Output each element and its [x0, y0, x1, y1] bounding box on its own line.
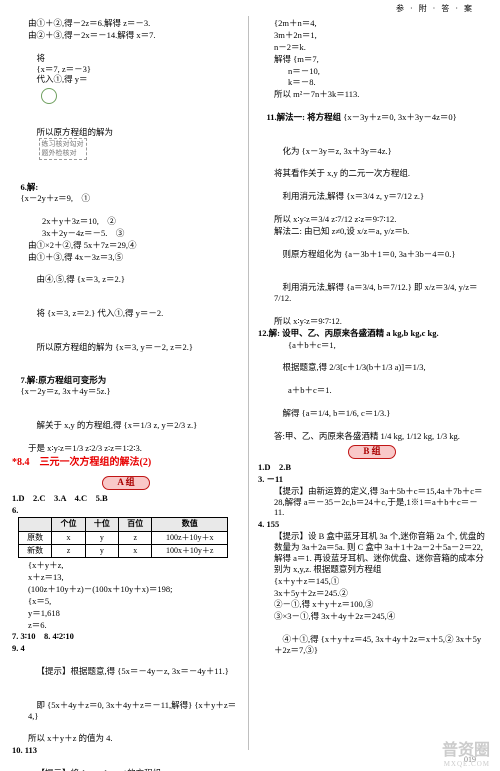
th: 数值 — [152, 518, 228, 531]
text: 3x＋5y＋2z＝245.② — [258, 588, 486, 599]
answers-b-1-2: 1.D 2.B — [258, 462, 486, 473]
answers-1-5: 1.D 2.C 3.A 4.C 5.B — [12, 493, 240, 504]
text: {x＝5, — [12, 596, 240, 607]
text: 将 {x＝3, z＝2.} 代入①,得 y＝－2. — [12, 297, 240, 330]
text: 将其看作关于 x,y 的二元一次方程组. — [258, 168, 486, 179]
items-7-8: 7. 3∶10 8. 4∶2∶10 — [12, 631, 240, 642]
item-10: 10. 113 — [12, 745, 240, 756]
table-row: 原数xyz100z＋10y＋x — [19, 531, 228, 544]
item-11: 11.解法一: 将方程组 {x－3y＋z＝0, 3x＋3y－4z＝0} — [258, 101, 486, 134]
text: 将 {x＝7, z＝－3} 代入①,得 y＝ — [12, 42, 240, 115]
hint: 【提示】设 B 盒中蓝牙耳机 3a 个,迷你音箱 2a 个, 优盘的数量为 3a… — [258, 531, 486, 575]
text: {2m＋n＝4, — [258, 18, 486, 29]
right-column: {2m＋n＝4, 3m＋2n＝1, n－2＝k. 解得 {m＝7, n＝－10,… — [258, 18, 486, 668]
text: 利用消元法,解得 {x＝3/4 z, y＝7/12 z.} — [258, 180, 486, 213]
text: {a＋b＋c＝1, — [258, 340, 486, 351]
text: 答:甲、乙、丙原来各盛酒精 1/4 kg, 1/12 kg, 1/3 kg. — [258, 431, 486, 442]
group-a-chip: A 组 — [12, 473, 240, 493]
text: 由②＋③,得－2x＝－14.解得 x＝7. — [12, 30, 240, 41]
text: 根据题意,得 2/3[c＋1/3(b＋1/3 a)]＝1/3, — [258, 351, 486, 384]
text: ④＋①,得 {x＋y＋z＝45, 3x＋4y＋2z＝x＋5,② 3x＋5y＋2z… — [258, 623, 486, 667]
text: 解得 {a＝1/4, b＝1/6, c＝1/3.} — [258, 397, 486, 430]
text: 解关于 x,y 的方程组,得 {x＝1/3 z, y＝2/3 z.} — [12, 409, 240, 442]
left-column: 由①＋②,得－2z＝6.解得 z＝－3. 由②＋③,得－2x＝－14.解得 x＝… — [12, 18, 240, 771]
text: ②－①,得 x＋y＋z＝100,③ — [258, 599, 486, 610]
text: x＋z＝13, — [12, 572, 240, 583]
circle-mark — [41, 88, 57, 104]
text: 所以 x∶y∶z＝9∶7∶12. — [258, 316, 486, 327]
breadcrumb: 参·附·答·案 — [396, 4, 478, 14]
watermark-brand: 普资圈 — [442, 741, 490, 761]
text: 由④,⑤,得 {x＝3, z＝2.} — [12, 264, 240, 297]
text: 解法二: 由已知 z≠0,设 x/z＝a, y/z＝b. — [258, 226, 486, 237]
text: n＝－10, — [258, 66, 486, 77]
text: k＝－8. — [258, 77, 486, 88]
th: 十位 — [85, 518, 118, 531]
text: 所以原方程组的解为 {x＝3, y＝－2, z＝2.} — [12, 331, 240, 364]
text: 所以 m²－7n＋3k＝113. — [258, 89, 486, 100]
watermark-url: MXQE.COM — [444, 760, 490, 769]
item-6: 6.解: {x－2y＋z＝9, ① — [12, 172, 240, 216]
text: 由①＋②,得－2z＝6.解得 z＝－3. — [12, 18, 240, 29]
hint: 【提示】将 {x＝z,} y－1的方程组 — [12, 757, 240, 771]
text: 3x＋2y－4z＝－5. ③ — [12, 228, 240, 239]
th: 百位 — [119, 518, 152, 531]
text: 2x＋y＋3z＝10, ② — [12, 216, 240, 227]
section-title: *8.4 三元一次方程组的解法(2) — [12, 457, 240, 470]
text: 利用消元法,解得 {a＝3/4, b＝7/12.} 即 x/z＝3/4, y/z… — [258, 271, 486, 315]
item-7: 7.解:原方程组可变形为 {x－2y＝z, 3x＋4y＝5z.} — [12, 364, 240, 408]
text: a＋b＋c＝1. — [258, 385, 486, 396]
item-6b: 6. — [12, 505, 240, 516]
column-separator — [248, 16, 249, 750]
text: 即 {5x＋4y＋z＝0, 3x＋4y＋z＝－11,解得} {x＋y＋z＝4,} — [12, 689, 240, 733]
text: 所以原方程组的解为 练习核对勾对 题外检核对 — [12, 116, 240, 171]
text: 由①＋③,得 4x－3z＝3,⑤ — [12, 252, 240, 263]
text: 所以 x＋y＋z 的值为 4. — [12, 733, 240, 744]
text: ③×3－①,得 3x＋4y＋2z＝245,④ — [258, 611, 486, 622]
margin-note: 练习核对勾对 题外检核对 — [39, 138, 87, 160]
item-b3: 3. －11 — [258, 474, 486, 485]
text: {x＋y＋z, — [12, 560, 240, 571]
item-9: 9. 4 — [12, 643, 240, 654]
group-b-chip: B 组 — [258, 442, 486, 462]
text: 解得 {m＝7, — [258, 54, 486, 65]
text: z＝6. — [12, 620, 240, 631]
item-b4: 4. 155 — [258, 519, 486, 530]
text: 则原方程组化为 {a－3b＋1＝0, 3a＋3b－4＝0.} — [258, 238, 486, 271]
th: 个位 — [52, 518, 85, 531]
text: n－2＝k. — [258, 42, 486, 53]
text: (100z＋10y＋z)－(100x＋10y＋x)＝198; — [12, 584, 240, 595]
text: 于是 x∶y∶z＝1/3 z∶2/3 z∶z＝1∶2∶3. — [12, 443, 240, 454]
text: 所以 x∶y∶z＝3/4 z∶7/12 z∶z＝9∶7∶12. — [258, 214, 486, 225]
hint: 【提示】根据题意,得 {5x＝－4y－z, 3x＝－4y＋11.} — [12, 655, 240, 688]
hint: 【提示】由新运算的定义,得 3a＋5b＋c＝15,4a＋7b＋c＝28,解得 a… — [258, 486, 486, 519]
text: 由①×2＋②,得 5x＋7z＝29,④ — [12, 240, 240, 251]
text: {x＋y＋z＝145,① — [258, 576, 486, 587]
text: y＝1,618 — [12, 608, 240, 619]
text: 化为 {x－3y＝z, 3x＋3y＝4z.} — [258, 135, 486, 168]
text: 3m＋2n＝1, — [258, 30, 486, 41]
item-12: 12.解: 设甲、乙、丙原来各盛酒精 a kg,b kg,c kg. — [258, 328, 486, 339]
th — [19, 518, 52, 531]
digits-table: 个位 十位 百位 数值 原数xyz100z＋10y＋x 新数zyx100x＋10… — [18, 517, 228, 558]
table-row: 新数zyx100x＋10y＋z — [19, 544, 228, 557]
